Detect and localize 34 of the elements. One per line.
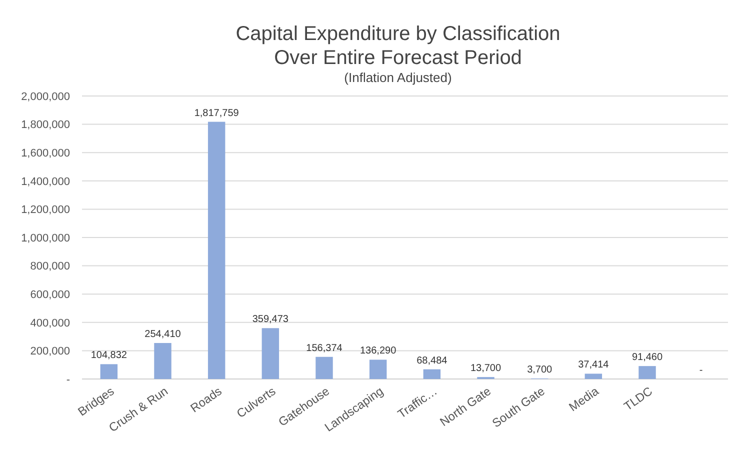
data-label: 136,290: [360, 346, 397, 357]
y-tick-label: 600,000: [30, 288, 70, 301]
data-label: 13,700: [470, 363, 502, 374]
data-label: 91,460: [632, 352, 663, 364]
bar: [100, 364, 118, 379]
data-label: 37,414: [578, 360, 610, 371]
bar: [423, 369, 441, 379]
bar: [208, 122, 226, 379]
data-label: 254,410: [144, 329, 182, 340]
y-tick-label: 1,800,000: [21, 119, 70, 132]
data-label: 3,700: [527, 364, 553, 376]
chart-title: Capital Expenditure by Classification Over Entire Forecast Period: [236, 23, 560, 69]
y-tick-label: 1,400,000: [21, 176, 70, 188]
y-tick-label: 1,200,000: [21, 204, 70, 216]
y-tick-label: 400,000: [30, 317, 70, 330]
bar: [369, 360, 387, 379]
y-tick-label: 1,000,000: [21, 232, 70, 244]
y-tick-label: 800,000: [30, 260, 70, 273]
bar: [584, 374, 602, 379]
data-label: 68,484: [416, 355, 448, 366]
data-label: 156,374: [306, 342, 343, 354]
bar: [262, 328, 280, 379]
data-label: 104,832: [90, 350, 128, 362]
bar: [316, 356, 333, 379]
data-label: -: [699, 365, 703, 376]
bar: [638, 366, 656, 379]
y-tick-label: 200,000: [30, 346, 70, 358]
data-label: 1,817,759: [194, 108, 240, 119]
y-tick-label: -: [66, 374, 70, 386]
bar: [154, 343, 172, 379]
y-tick-label: 2,000,000: [21, 90, 70, 103]
chart-subtitle: (Inflation Adjusted): [344, 70, 452, 85]
y-tick-label: 1,600,000: [21, 147, 70, 160]
data-label: 359,473: [252, 314, 289, 326]
